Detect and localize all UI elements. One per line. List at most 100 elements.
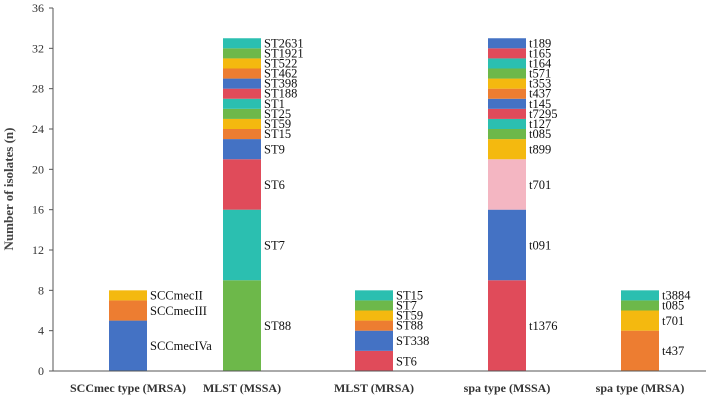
segment-label: t437 — [662, 344, 684, 358]
bar-segment — [488, 108, 526, 119]
segment-label: t7295 — [529, 107, 557, 121]
bar-segment — [223, 68, 261, 79]
segment-label: t189 — [529, 36, 551, 50]
bar-segment — [223, 58, 261, 69]
segment-label: t085 — [529, 127, 551, 141]
bar-segment — [355, 320, 393, 331]
bar-segment — [223, 209, 261, 281]
segment-label: t701 — [662, 314, 684, 328]
bar-segment — [488, 159, 526, 210]
x-axis: SCCmec type (MRSA) MLST (MSSA) MLST (MRSA)… — [53, 370, 706, 395]
y-tick-label: 4 — [38, 324, 44, 338]
bar-segment — [488, 38, 526, 49]
x-category-label: SCCmec type (MRSA) — [70, 381, 186, 395]
segment-label: ST59 — [396, 309, 423, 323]
segment-label: t3884 — [662, 288, 691, 302]
x-category-label: MLST (MSSA) — [203, 381, 281, 395]
y-tick-label: 20 — [32, 162, 44, 176]
y-tick-label: 28 — [32, 82, 44, 96]
segment-label: SCCmecII — [150, 288, 203, 302]
segment-label: t127 — [529, 117, 551, 131]
bar-segment — [223, 78, 261, 89]
bar-segment — [621, 310, 659, 331]
bar-segment — [355, 310, 393, 321]
segment-label: ST2631 — [264, 36, 304, 50]
segment-label: ST1921 — [264, 46, 304, 60]
segment-label: ST6 — [264, 178, 285, 192]
segment-label: ST88 — [396, 319, 423, 333]
y-tick-label: 0 — [38, 364, 44, 378]
segment-label: ST9 — [264, 143, 285, 157]
bar-segment — [355, 350, 393, 371]
bar-segment — [223, 280, 261, 371]
segment-label: ST522 — [264, 56, 297, 70]
x-category-label: spa type (MRSA) — [596, 381, 685, 395]
bar-stack: SCCmecIVa SCCmecIII SCCmecII — [109, 288, 212, 371]
segment-label: ST59 — [264, 117, 291, 131]
segment-label: ST1 — [264, 97, 285, 111]
x-category-label: spa type (MSSA) — [464, 381, 551, 395]
bar-segment — [109, 320, 147, 371]
y-tick-label: 16 — [32, 203, 44, 217]
bar-segment — [223, 98, 261, 109]
bar-segment — [488, 48, 526, 59]
segment-label: SCCmecIII — [150, 304, 207, 318]
bar-segment — [488, 78, 526, 89]
y-tick-label: 32 — [32, 41, 44, 55]
segment-label: t165 — [529, 46, 551, 60]
bar-segment — [621, 290, 659, 301]
segment-label: ST398 — [264, 77, 297, 91]
bar-segment — [488, 98, 526, 109]
segment-label: t085 — [662, 298, 684, 312]
bar-stack: t1376 t091 t701 t899 t085t127t7295t145t437t3… — [488, 36, 557, 371]
segment-label: ST338 — [396, 334, 429, 348]
bar-segment — [109, 300, 147, 321]
bar-segment — [488, 209, 526, 281]
segment-label: t164 — [529, 56, 552, 70]
bar-segment — [488, 118, 526, 129]
segment-label: ST7 — [396, 298, 417, 312]
segment-label: t145 — [529, 97, 551, 111]
segment-label: ST15 — [396, 288, 423, 302]
segment-label: ST88 — [264, 319, 291, 333]
y-tick-label: 24 — [32, 122, 44, 136]
y-tick-label: 8 — [38, 283, 44, 297]
bar-segment — [355, 290, 393, 301]
segment-label: t701 — [529, 178, 551, 192]
bar-segment — [109, 290, 147, 301]
segment-label: t1376 — [529, 319, 557, 333]
y-tick-label: 12 — [32, 243, 44, 257]
segment-label: SCCmecIVa — [150, 339, 212, 353]
bar-segment — [223, 108, 261, 119]
segment-label: ST25 — [264, 107, 291, 121]
segment-label: t437 — [529, 87, 551, 101]
bar-segment — [488, 139, 526, 160]
bar-segment — [223, 129, 261, 140]
bar-segment — [488, 88, 526, 99]
y-tick-label: 36 — [32, 1, 44, 15]
segment-label: ST15 — [264, 127, 291, 141]
segment-label: t571 — [529, 67, 551, 81]
y-axis-label: Number of isolates (n) — [1, 128, 16, 251]
bar-segment — [488, 58, 526, 69]
segment-label: t899 — [529, 143, 551, 157]
bar-segment — [355, 330, 393, 351]
segment-label: t353 — [529, 77, 551, 91]
bar-segment — [488, 280, 526, 371]
segment-label: ST188 — [264, 87, 297, 101]
segment-label: t091 — [529, 238, 551, 252]
bar-segment — [223, 118, 261, 129]
bar-segment — [621, 330, 659, 371]
bar-segment — [223, 38, 261, 49]
bar-segment — [223, 159, 261, 210]
bar-segment — [355, 300, 393, 311]
bar-segment — [488, 68, 526, 79]
bar-segment — [621, 300, 659, 311]
y-axis: 0 4 8 12 16 20 24 28 32 36 — [32, 1, 54, 378]
x-category-label: MLST (MRSA) — [334, 381, 414, 395]
segment-label: ST6 — [396, 354, 417, 368]
segment-label: ST7 — [264, 238, 285, 252]
